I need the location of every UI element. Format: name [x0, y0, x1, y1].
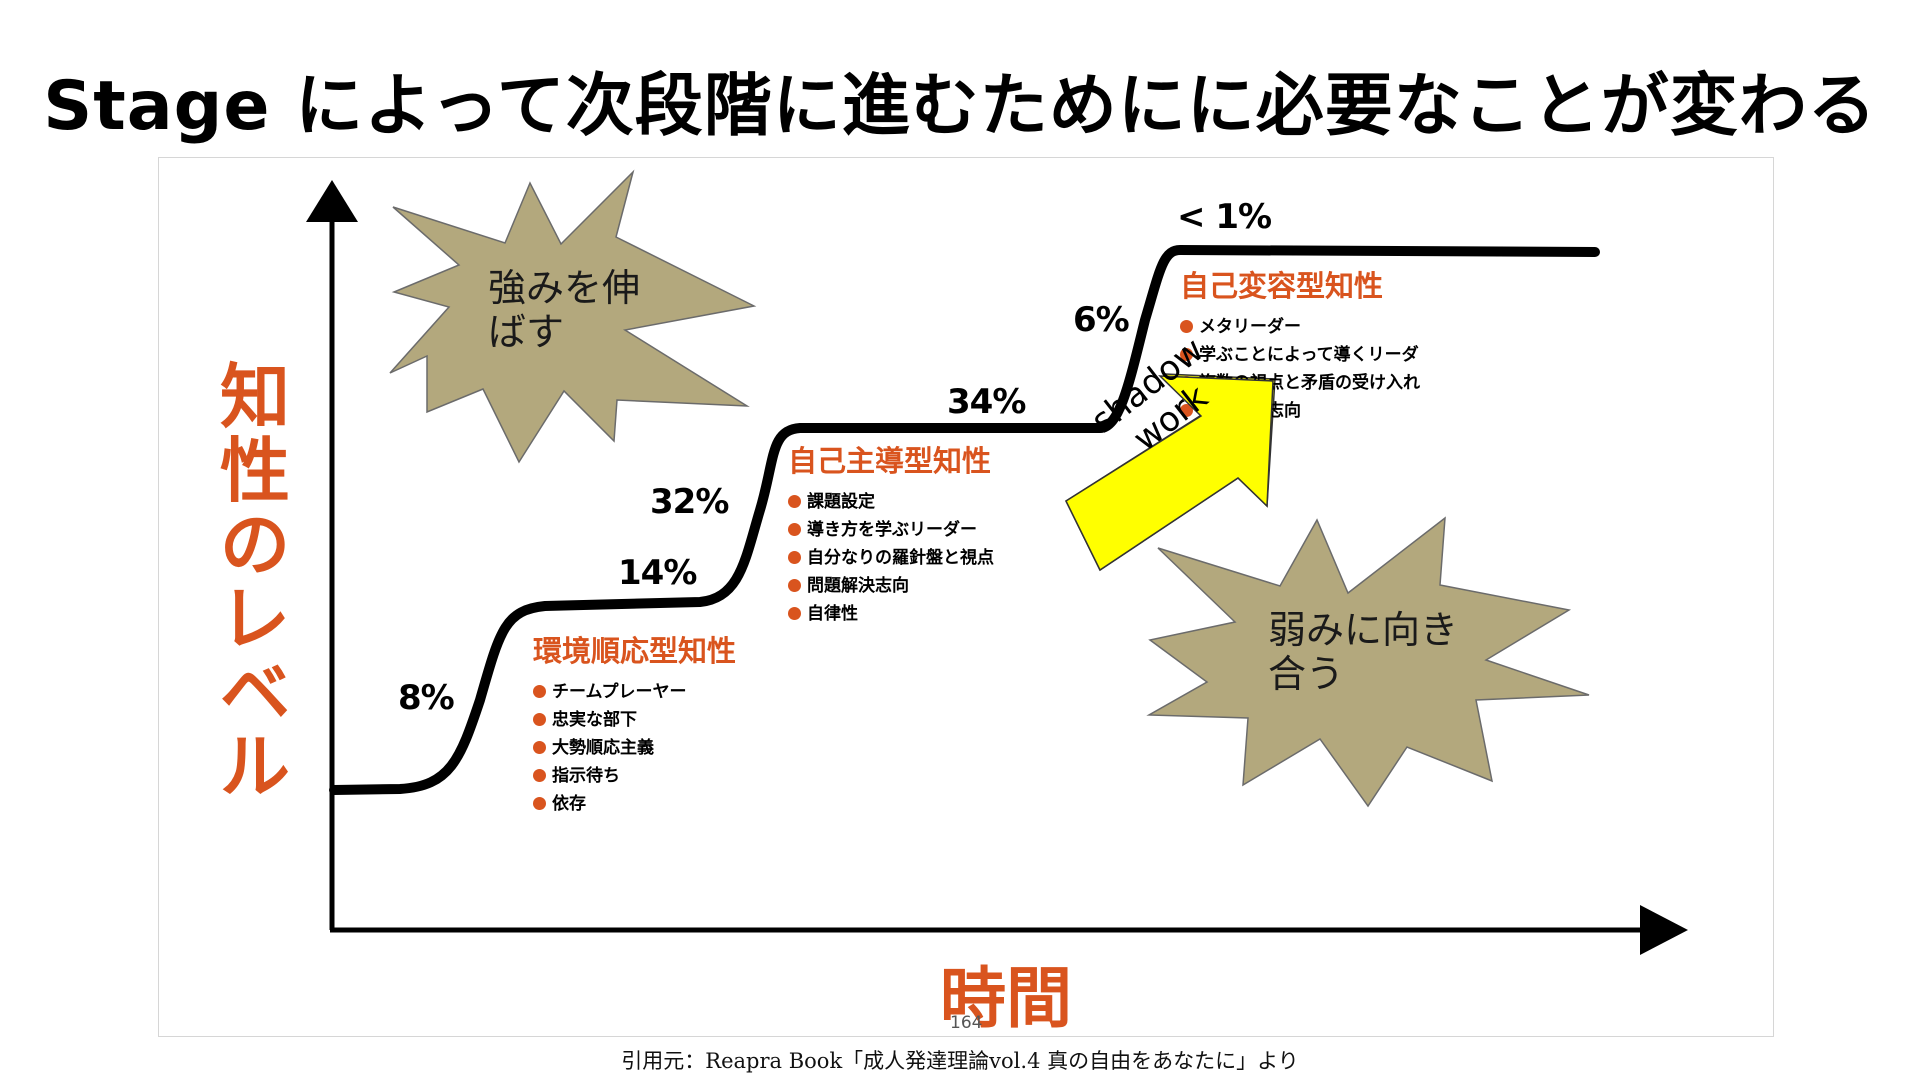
stage-title: 環境順応型知性: [533, 634, 737, 668]
trait-item: 依存: [533, 790, 736, 818]
percent-label: 6%: [1073, 300, 1130, 340]
stage-self-authoring: 自己主導型知性 課題設定 導き方を学ぶリーダー 自分なりの羅針盤と視点 問題解決…: [788, 438, 994, 628]
trait-item: 導き方を学ぶリーダー: [788, 516, 994, 544]
stage-trait-list: チームプレーヤー 忠実な部下 大勢順応主義 指示待ち 依存: [533, 678, 736, 818]
percent-label: 32%: [650, 482, 729, 522]
stage-environment: 環境順応型知性 チームプレーヤー 忠実な部下 大勢順応主義 指示待ち 依存: [533, 628, 736, 818]
weakness-burst-shape: [1146, 516, 1590, 808]
percent-label: 34%: [947, 382, 1026, 422]
development-curve: [329, 245, 1600, 795]
trait-item: 大勢順応主義: [533, 734, 736, 762]
trait-item: 忠実な部下: [533, 706, 736, 734]
bullet-icon: [533, 713, 546, 726]
trait-item: 指示待ち: [533, 762, 736, 790]
bullet-icon: [533, 797, 546, 810]
trait-item: 自分なりの羅針盤と視点: [788, 544, 994, 572]
trait-item: 自律性: [788, 600, 994, 628]
y-axis-label: 知性のレベル: [220, 356, 290, 808]
bullet-icon: [1180, 348, 1193, 361]
trait-item: 学ぶことによって導くリーダ: [1180, 341, 1420, 369]
y-axis-arrowhead: [306, 180, 358, 222]
page-number: 164: [950, 1013, 983, 1033]
bullet-icon: [533, 769, 546, 782]
percent-label: 14%: [618, 553, 697, 593]
trait-item: 相互依存: [1180, 425, 1420, 453]
bullet-icon: [788, 551, 801, 564]
citation: 引用元：Reapra Book「成人発達理論vol.4 真の自由をあなたに」より: [621, 1049, 1299, 1073]
bullet-icon: [533, 685, 546, 698]
bullet-icon: [788, 579, 801, 592]
trait-item: チームプレーヤー: [533, 678, 736, 706]
x-axis-label: 時間: [940, 960, 1072, 1037]
percent-label: 8%: [398, 678, 455, 718]
bullet-icon: [788, 607, 801, 620]
trait-item: メタリーダー: [1180, 313, 1420, 341]
strength-callout-text: 強みを伸ばす: [488, 266, 641, 354]
stage-self-transforming: 自己変容型知性 メタリーダー 学ぶことによって導くリーダ 複数の視点と矛盾の受け…: [1180, 263, 1420, 453]
weakness-callout-text: 弱みに向き合う: [1268, 608, 1459, 696]
stage-title: 自己主導型知性: [788, 444, 992, 478]
trait-item: 課題設定: [788, 488, 994, 516]
bullet-icon: [788, 495, 801, 508]
percent-label: < 1%: [1177, 197, 1272, 237]
x-axis-arrowhead: [1640, 905, 1688, 955]
bullet-icon: [533, 741, 546, 754]
stage-title: 自己変容型知性: [1180, 269, 1384, 303]
trait-item: 問題解決志向: [788, 572, 994, 600]
stage-trait-list: 課題設定 導き方を学ぶリーダー 自分なりの羅針盤と視点 問題解決志向 自律性: [788, 488, 994, 628]
strength-burst-shape: [389, 169, 757, 464]
bullet-icon: [1180, 320, 1193, 333]
slide-title: Stage によって次段階に進むためにに必要なことが変わる: [43, 67, 1877, 146]
bullet-icon: [788, 523, 801, 536]
